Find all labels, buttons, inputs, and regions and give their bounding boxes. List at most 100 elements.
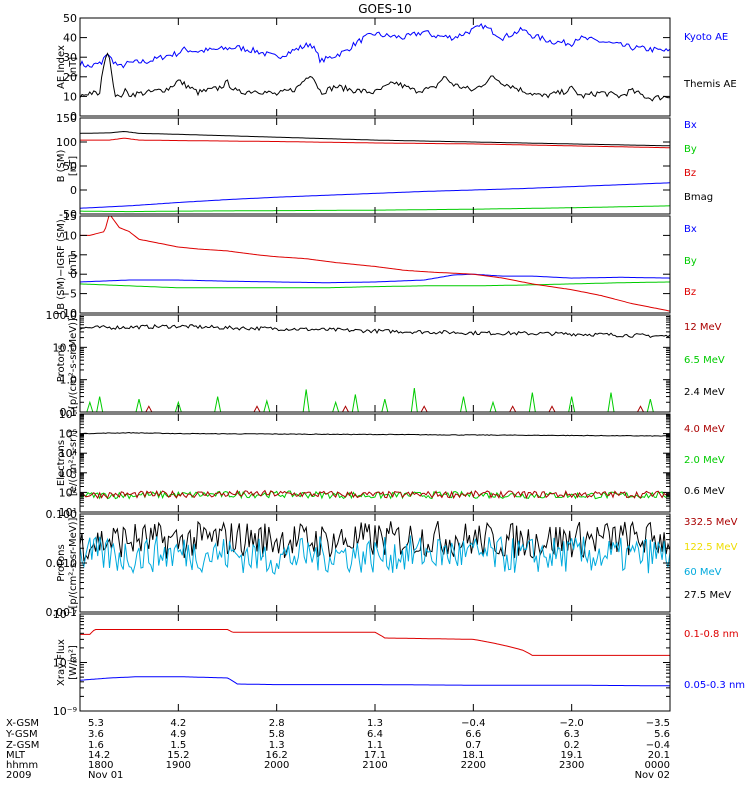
x-axis-value: 2300 <box>559 760 584 771</box>
panel-6: 0.001 0.010 0.100 Protons [p/(cm²-s-sr-MeV)]… <box>46 508 738 619</box>
x-row-label: 2009 <box>6 770 31 781</box>
x-axis-value: −2.0 <box>560 718 584 729</box>
series-12-mev-spike <box>420 405 428 412</box>
x-axis-value: 4.9 <box>170 729 186 740</box>
y-tick-label: 10⁶ <box>59 408 78 421</box>
series-themis-ae-line <box>80 52 670 102</box>
y-axis-label: Protons <box>56 345 67 382</box>
y-tick-label: 10² <box>59 486 77 499</box>
series-12-mev-spike <box>145 405 153 412</box>
panel-4: 0.1 1.0 10.0 100.0 Protons [p/(cm²-s-sr-MeV)]… <box>46 309 725 419</box>
legend-entry: 27.5 MeV <box>684 590 731 601</box>
y-axis-label: Protons <box>56 544 67 581</box>
x-axis-value: 5.6 <box>654 729 670 740</box>
x-axis-value: 16.2 <box>266 750 288 761</box>
x-axis-value: −3.5 <box>646 718 670 729</box>
y-tick-label: 5 <box>70 249 77 262</box>
y-tick-label: 10⁻⁹ <box>53 705 77 718</box>
x-axis-value: 4.2 <box>170 718 186 729</box>
series-6-5-mev-spike <box>607 392 615 412</box>
y-axis-label: Xray Flux <box>56 639 67 686</box>
x-axis-value: 17.1 <box>364 750 386 761</box>
y-axis-label: [W/m²] <box>68 645 79 680</box>
y-tick-label: 0.1 <box>60 406 78 419</box>
x-axis-value: 6.4 <box>367 729 383 740</box>
legend-entry: 0.1-0.8 nm <box>684 629 739 640</box>
x-axis-value: 0000 <box>645 760 670 771</box>
panel-frame <box>79 117 671 215</box>
legend-entry: 0.05-0.3 nm <box>684 680 745 691</box>
y-axis-label: [nT] <box>68 254 79 274</box>
y-tick-label: 150 <box>56 112 77 125</box>
panel-frame <box>79 215 671 314</box>
x-axis-value: Nov 02 <box>635 770 670 781</box>
y-tick-label: 1.0 <box>60 374 78 387</box>
x-axis-value: 1900 <box>166 760 191 771</box>
series-6-5-mev-spike <box>460 396 467 412</box>
series-6-5-mev-spike <box>214 396 222 412</box>
x-axis-value: 20.1 <box>648 750 670 761</box>
y-tick-label: 10 <box>63 90 77 103</box>
y-tick-label: 0 <box>70 268 77 281</box>
x-axis-value: 1.5 <box>170 740 186 751</box>
y-tick-label: −10 <box>54 307 77 320</box>
series-6-5-mev-spike <box>263 399 271 412</box>
legend-entry: Bz <box>684 168 696 179</box>
y-tick-label: -50 <box>59 208 77 221</box>
legend-entry: 2.0 MeV <box>684 455 725 466</box>
series-bz-line <box>80 216 670 312</box>
panel-5: 10¹ 10² 10³ 10⁴ 10⁵ 10⁶ Electrons [e/(cm²-s-sr)… <box>56 408 725 519</box>
legend-entry: 60 MeV <box>684 567 722 578</box>
legend-entry: 2.4 MeV <box>684 387 725 398</box>
panel-frame <box>79 17 671 117</box>
y-tick-label: 0 <box>70 184 77 197</box>
series-6-5-mev-spike <box>381 399 389 412</box>
series-0-05-0-3-nm-line <box>80 676 670 687</box>
legend-entry: 122.5 MeV <box>684 542 738 553</box>
y-tick-label: 15 <box>63 210 77 223</box>
x-axis-value: 1.1 <box>367 740 383 751</box>
legend-entry: Bmag <box>684 192 713 203</box>
y-tick-label: 10⁻⁸ <box>53 657 78 670</box>
series-6-5-mev-spike <box>568 396 576 412</box>
y-axis-label: [nT] <box>68 57 79 77</box>
series-0-6-mev-line <box>80 431 670 437</box>
legend-entry: Bz <box>684 287 696 298</box>
series-kyoto-ae-line <box>80 22 670 69</box>
y-tick-label: 10¹ <box>59 506 77 519</box>
series-27-5-mev-line <box>80 520 670 562</box>
legend-entry: 6.5 MeV <box>684 355 725 366</box>
y-tick-label: 10⁵ <box>59 428 77 441</box>
x-axis-value: 5.8 <box>269 729 285 740</box>
x-axis-table: X-GSM 5.3 4.2 2.8 1.3 −0.4 −2.0 −3.5 Y-GSM 3.6 4.9… <box>5 718 670 781</box>
x-row-label: Z-GSM <box>6 740 39 751</box>
x-axis-value: 5.3 <box>88 718 104 729</box>
legend-entry: Bx <box>684 120 697 131</box>
y-tick-label: 20 <box>63 71 77 84</box>
x-axis-value: 0.2 <box>564 740 580 751</box>
series-4-0-mev-line <box>80 489 670 500</box>
y-tick-label: 10³ <box>59 467 77 480</box>
legend-entry: 4.0 MeV <box>684 424 725 435</box>
series-by-line <box>80 281 670 289</box>
panel-1: 0 10 20 30 40 50 AE Index [nT] Kyoto AE Themis AE <box>56 12 737 123</box>
x-axis-value: 1.3 <box>269 740 285 751</box>
y-tick-label: 100.0 <box>46 309 78 322</box>
series-bx-line <box>80 273 670 284</box>
panel-7: 10⁻⁹ 10⁻⁸ 10⁻⁷ Xray Flux [W/m²] 0.1-0.8 nm 0.0… <box>53 608 745 718</box>
x-axis-value: 15.2 <box>167 750 189 761</box>
y-axis-label: [e/(cm²-s-sr)] <box>68 430 79 496</box>
x-axis-value: 2200 <box>461 760 486 771</box>
legend-entry: Bx <box>684 224 697 235</box>
series-2-4-mev-line <box>80 323 670 339</box>
series-2-0-mev-line <box>80 490 670 500</box>
y-tick-label: 0.001 <box>46 606 78 619</box>
panel-3: −10 −5 0 5 10 15B (SM)−IGRF (SM) [nT] Bx By Bz <box>54 210 697 320</box>
x-axis-value: Nov 01 <box>88 770 123 781</box>
series-6-5-mev-spike <box>410 387 418 412</box>
series-bmag-line <box>80 130 670 147</box>
legend-entry: By <box>684 256 697 267</box>
x-axis-value: 2.8 <box>269 718 285 729</box>
